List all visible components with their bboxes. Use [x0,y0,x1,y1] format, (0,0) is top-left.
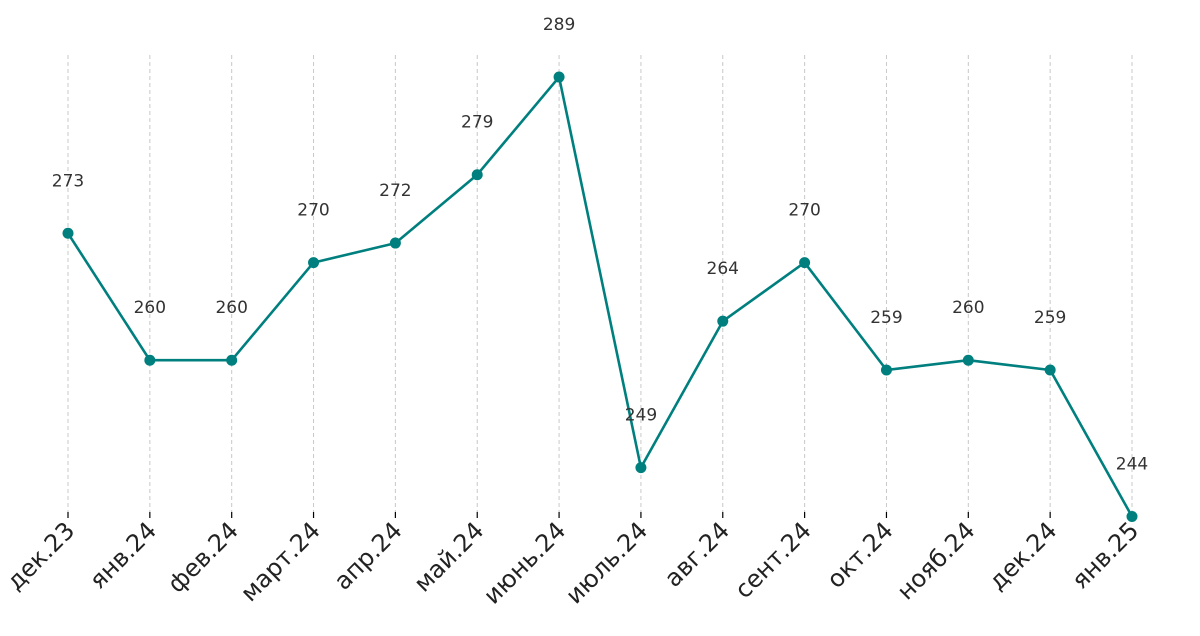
data-label: 273 [52,171,84,191]
x-tick-label: март.24 [235,516,326,607]
x-tick-label: июль.24 [560,516,653,609]
data-point [717,315,729,327]
data-label: 279 [461,113,493,133]
data-point [880,364,892,376]
x-tick-label: янв.25 [1066,516,1144,594]
data-point [471,169,483,181]
data-point [553,71,565,83]
data-label: 272 [379,181,411,201]
data-point [62,227,74,239]
x-tick-label: нояб.24 [892,516,981,605]
grid-lines [67,55,1133,512]
x-tick-label: окт.24 [821,516,898,593]
data-label: 260 [215,298,247,318]
data-label: 259 [1034,308,1066,328]
x-tick-label: сент.24 [729,516,817,604]
x-tick-label: дек.24 [983,516,1062,595]
x-tick-label: фев.24 [162,516,244,598]
x-tick-label: июнь.24 [478,516,571,609]
data-point [962,354,974,366]
x-tick-label: апр.24 [329,516,408,595]
data-point [1126,510,1138,522]
series-line [66,75,1134,518]
data-label: 270 [297,201,329,221]
data-points [62,71,1138,522]
data-point [144,354,156,366]
data-point [799,257,811,269]
data-point [635,462,647,474]
data-label: 264 [707,259,739,279]
data-label: 270 [788,201,820,221]
data-label: 259 [870,308,902,328]
data-point [389,237,401,249]
data-point [1044,364,1056,376]
x-tick-label: янв.24 [84,516,162,594]
data-label: 249 [625,406,657,426]
data-label: 260 [134,298,166,318]
data-point [226,354,238,366]
data-point [308,257,320,269]
data-label: 260 [952,298,984,318]
data-label: 289 [543,15,575,35]
x-tick-label: дек.23 [1,516,80,595]
x-tick-label: май.24 [408,516,489,597]
data-label: 244 [1116,454,1148,474]
data-labels: 273 260 260 270 272 279 289 249 264 270 259 260 259 2… [52,15,1148,474]
x-tick-label: авг.24 [659,516,735,592]
x-axis-ticks [67,512,1133,518]
